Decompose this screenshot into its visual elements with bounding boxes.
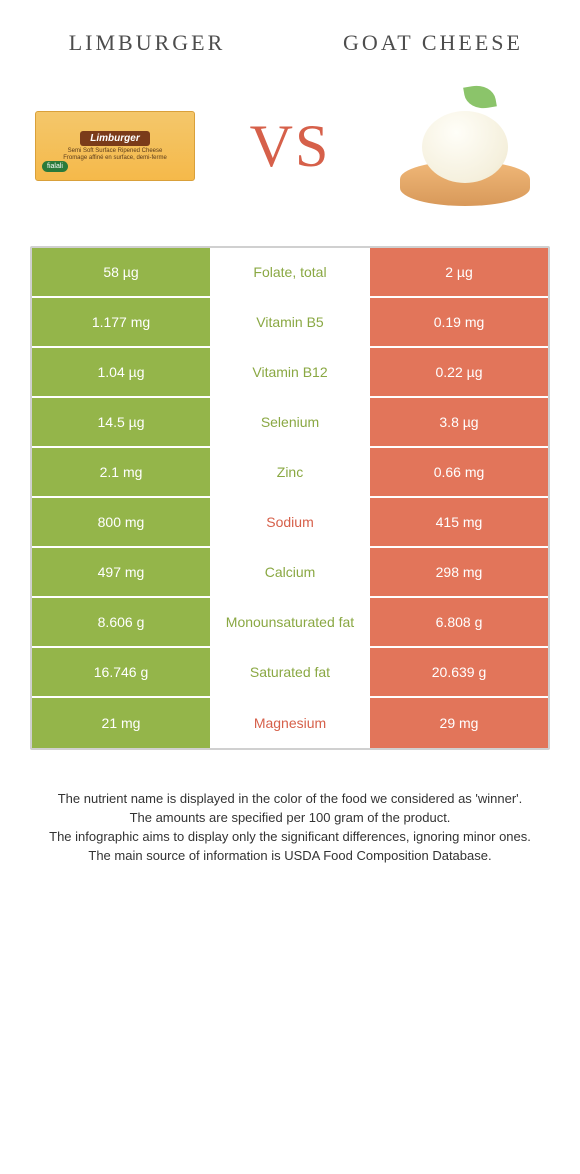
nutrient-name: Monounsaturated fat — [212, 598, 368, 646]
right-value: 0.19 mg — [368, 298, 548, 346]
left-value: 2.1 mg — [32, 448, 212, 496]
left-value: 58 µg — [32, 248, 212, 296]
left-value: 800 mg — [32, 498, 212, 546]
left-value: 497 mg — [32, 548, 212, 596]
nutrient-name: Sodium — [212, 498, 368, 546]
table-row: 58 µgFolate, total2 µg — [32, 248, 548, 298]
left-value: 16.746 g — [32, 648, 212, 696]
nutrient-name: Saturated fat — [212, 648, 368, 696]
footer-notes: The nutrient name is displayed in the co… — [30, 790, 550, 865]
nutrient-name: Folate, total — [212, 248, 368, 296]
table-row: 497 mgCalcium298 mg — [32, 548, 548, 598]
right-value: 298 mg — [368, 548, 548, 596]
nutrient-table: 58 µgFolate, total2 µg1.177 mgVitamin B5… — [30, 246, 550, 750]
table-row: 800 mgSodium415 mg — [32, 498, 548, 548]
footer-line-4: The main source of information is USDA F… — [40, 847, 540, 866]
vs-row: Limburger Semi Soft Surface Ripened Chee… — [30, 81, 550, 211]
limburger-image: Limburger Semi Soft Surface Ripened Chee… — [30, 81, 200, 211]
right-value: 0.66 mg — [368, 448, 548, 496]
left-value: 8.606 g — [32, 598, 212, 646]
table-row: 1.04 µgVitamin B120.22 µg — [32, 348, 548, 398]
footer-line-1: The nutrient name is displayed in the co… — [40, 790, 540, 809]
left-value: 1.04 µg — [32, 348, 212, 396]
right-value: 415 mg — [368, 498, 548, 546]
table-row: 21 mgMagnesium29 mg — [32, 698, 548, 748]
right-value: 2 µg — [368, 248, 548, 296]
goat-cheese-image — [380, 81, 550, 211]
left-value: 21 mg — [32, 698, 212, 748]
left-value: 1.177 mg — [32, 298, 212, 346]
right-value: 20.639 g — [368, 648, 548, 696]
table-row: 16.746 gSaturated fat20.639 g — [32, 648, 548, 698]
header: Limburger Goat Cheese — [30, 30, 550, 56]
right-value: 6.808 g — [368, 598, 548, 646]
left-value: 14.5 µg — [32, 398, 212, 446]
nutrient-name: Zinc — [212, 448, 368, 496]
table-row: 14.5 µgSelenium3.8 µg — [32, 398, 548, 448]
table-row: 8.606 gMonounsaturated fat6.808 g — [32, 598, 548, 648]
nutrient-name: Calcium — [212, 548, 368, 596]
right-value: 0.22 µg — [368, 348, 548, 396]
nutrient-name: Vitamin B5 — [212, 298, 368, 346]
right-value: 3.8 µg — [368, 398, 548, 446]
table-row: 1.177 mgVitamin B50.19 mg — [32, 298, 548, 348]
footer-line-3: The infographic aims to display only the… — [40, 828, 540, 847]
vs-label: VS — [250, 112, 331, 181]
left-food-title: Limburger — [30, 30, 264, 56]
table-row: 2.1 mgZinc0.66 mg — [32, 448, 548, 498]
nutrient-name: Magnesium — [212, 698, 368, 748]
nutrient-name: Selenium — [212, 398, 368, 446]
footer-line-2: The amounts are specified per 100 gram o… — [40, 809, 540, 828]
right-food-title: Goat Cheese — [316, 30, 550, 56]
right-value: 29 mg — [368, 698, 548, 748]
nutrient-name: Vitamin B12 — [212, 348, 368, 396]
